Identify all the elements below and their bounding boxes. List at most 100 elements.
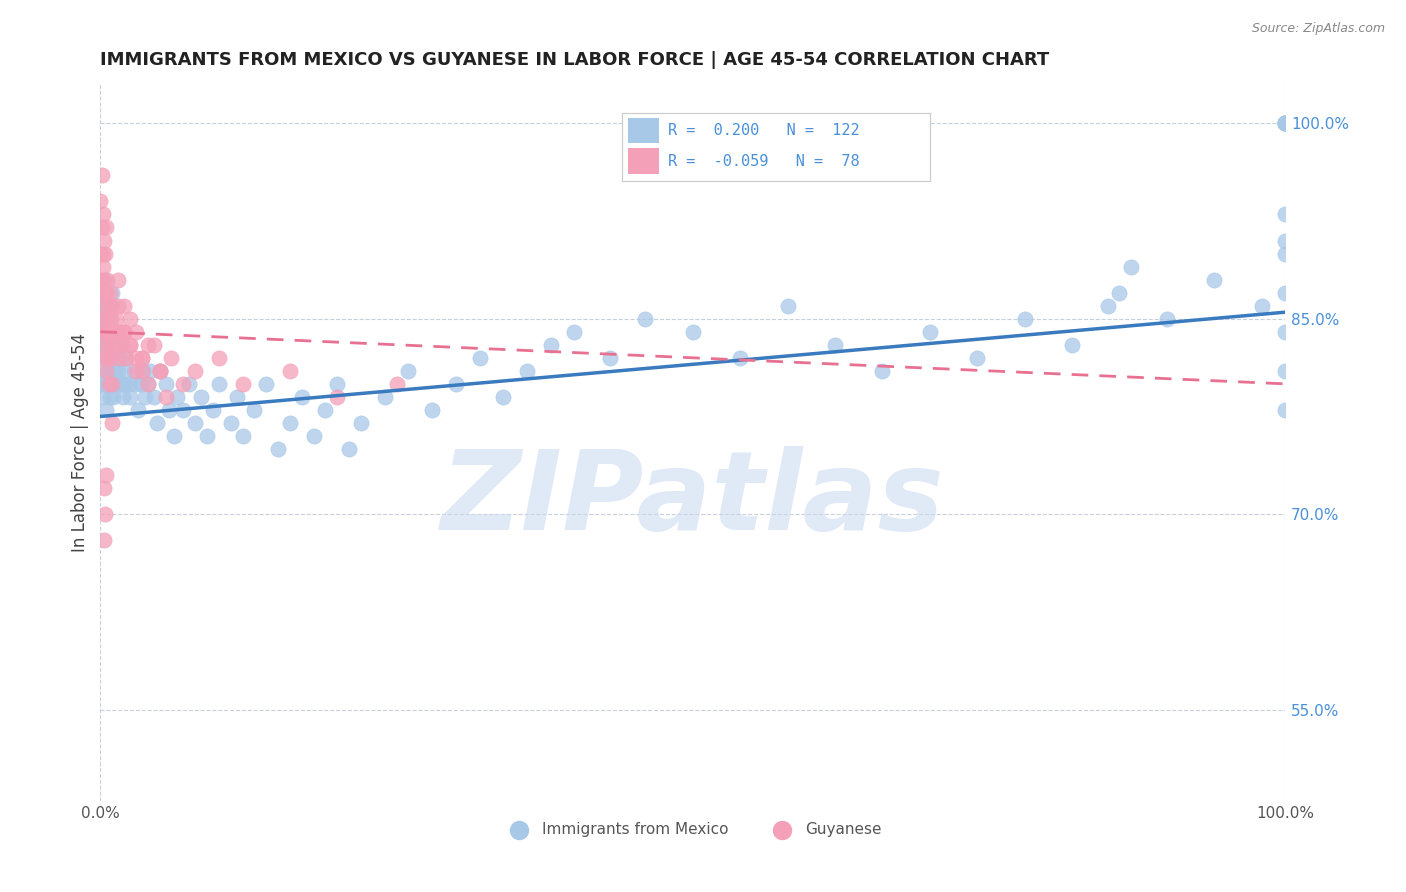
Point [118,311,141,326]
Point [243,403,266,417]
Point [108,338,131,352]
Point [1274,116,1296,130]
Point [96,285,118,300]
Point [90,325,112,339]
Point [326,376,349,391]
Point [824,338,846,352]
Point [136,376,159,391]
Point [118,390,141,404]
Point [93,351,115,365]
Point [101,285,124,300]
Point [100,376,122,391]
Point [1274,325,1296,339]
Point [94,376,117,391]
Text: Source: ZipAtlas.com: Source: ZipAtlas.com [1251,22,1385,36]
Point [1274,285,1296,300]
Text: ZIPatlas: ZIPatlas [441,446,945,553]
Point [396,364,419,378]
Point [115,351,138,365]
Point [1274,116,1296,130]
Point [103,390,125,404]
Point [1250,299,1272,313]
Point [104,376,127,391]
Point [1274,364,1296,378]
Point [516,364,538,378]
Point [118,338,141,352]
Point [96,220,118,235]
Point [93,481,115,495]
Point [101,325,124,339]
Point [96,364,118,378]
Point [131,364,153,378]
Point [444,376,467,391]
Point [94,311,117,326]
Point [1121,260,1143,274]
Point [254,376,277,391]
Point [96,403,118,417]
Point [97,325,120,339]
Point [101,338,124,352]
Point [108,376,131,391]
Point [94,507,117,521]
Point [172,403,194,417]
Point [93,272,115,286]
Point [157,403,180,417]
Point [1274,116,1296,130]
Point [132,364,155,378]
Point [326,390,349,404]
Point [872,364,894,378]
Point [111,338,134,352]
Point [96,299,118,313]
Point [101,364,124,378]
Point [91,207,114,221]
Point [94,299,117,313]
Point [89,246,111,260]
Point [93,533,115,548]
Point [163,429,186,443]
Point [93,325,115,339]
Point [160,351,183,365]
Point [108,351,131,365]
Point [101,376,124,391]
Point [314,403,336,417]
Point [97,338,120,352]
Point [89,194,111,209]
Point [1204,272,1226,286]
Point [125,376,148,391]
Point [122,364,145,378]
Point [94,351,117,365]
Point [918,325,941,339]
Point [91,338,114,352]
Point [107,325,129,339]
Point [96,364,118,378]
Point [114,376,136,391]
Point [107,364,129,378]
Point [91,299,114,313]
Point [111,325,134,339]
Point [105,338,128,352]
Point [146,416,169,430]
Point [142,338,165,352]
Point [98,299,121,313]
Point [149,364,172,378]
Point [115,351,138,365]
Point [96,272,118,286]
Point [136,376,159,391]
Point [155,390,177,404]
Point [385,376,408,391]
Point [91,246,114,260]
Point [155,376,177,391]
Point [100,311,122,326]
Point [98,325,121,339]
Point [134,390,156,404]
Point [93,311,115,326]
Point [100,351,122,365]
Point [302,429,325,443]
Point [96,311,118,326]
Point [195,429,218,443]
Point [149,364,172,378]
Point [1274,116,1296,130]
Point [127,403,149,417]
Point [93,234,115,248]
Point [468,351,491,365]
